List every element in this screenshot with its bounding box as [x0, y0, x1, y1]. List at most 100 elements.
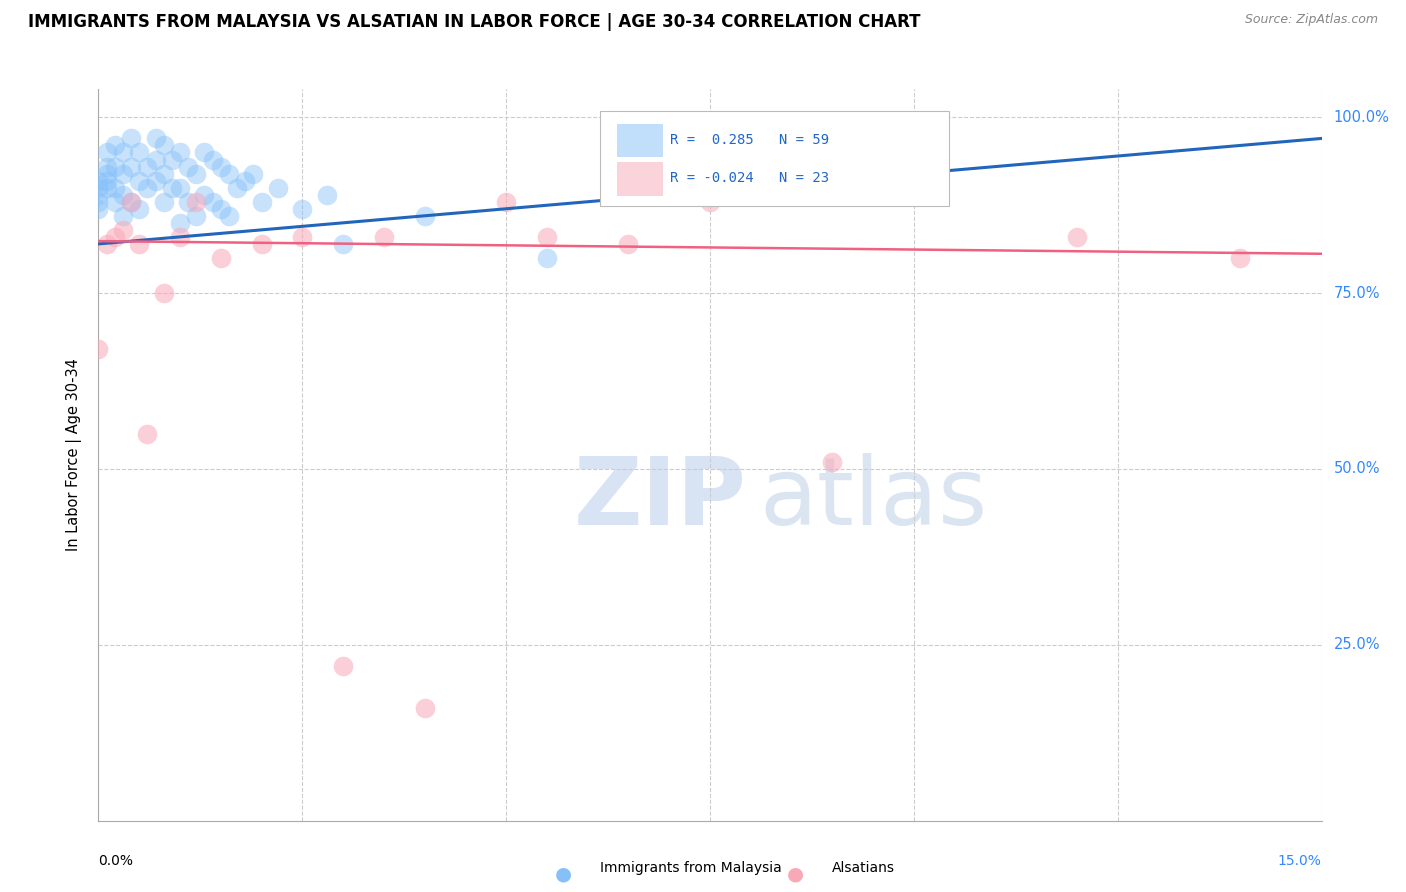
Point: [152, 167, 174, 181]
FancyBboxPatch shape: [617, 124, 662, 156]
Point: [177, 194, 200, 209]
Point: [104, 194, 127, 209]
Point: [332, 659, 354, 673]
Point: [120, 194, 142, 209]
Point: [152, 286, 174, 301]
Point: [136, 426, 159, 441]
Point: [267, 180, 290, 194]
Point: [169, 216, 191, 230]
Point: [136, 180, 159, 194]
Point: [1229, 251, 1251, 265]
Point: [87, 187, 110, 202]
Point: [226, 180, 249, 194]
Point: [120, 194, 142, 209]
Point: [104, 138, 127, 153]
Text: ZIP: ZIP: [574, 453, 747, 545]
Point: [152, 194, 174, 209]
Point: [145, 131, 167, 145]
Point: [250, 236, 273, 251]
Point: [104, 160, 127, 174]
Point: [186, 167, 208, 181]
Point: [120, 160, 142, 174]
Point: [218, 167, 240, 181]
Point: [169, 230, 191, 244]
Point: [111, 223, 134, 237]
Text: atlas: atlas: [759, 453, 987, 545]
Point: [128, 174, 150, 188]
Point: [111, 187, 134, 202]
Point: [87, 174, 110, 188]
Point: [218, 209, 240, 223]
Point: [96, 160, 118, 174]
Point: [193, 145, 215, 160]
Point: [160, 180, 183, 194]
Point: [145, 174, 167, 188]
Point: [128, 236, 150, 251]
Point: [209, 160, 232, 174]
Point: [242, 167, 264, 181]
FancyBboxPatch shape: [600, 112, 949, 206]
Point: [291, 230, 314, 244]
Point: [128, 202, 150, 216]
Point: [201, 194, 224, 209]
Point: [111, 167, 134, 181]
Point: [291, 202, 314, 216]
Point: [96, 145, 118, 160]
Point: [120, 131, 142, 145]
Text: 75.0%: 75.0%: [1334, 285, 1381, 301]
Point: [413, 209, 436, 223]
Text: Source: ZipAtlas.com: Source: ZipAtlas.com: [1244, 13, 1378, 27]
Point: [186, 209, 208, 223]
Point: [233, 174, 256, 188]
Text: R = -0.024   N = 23: R = -0.024 N = 23: [669, 171, 828, 186]
Point: [315, 187, 337, 202]
Point: [136, 160, 159, 174]
Text: 15.0%: 15.0%: [1278, 854, 1322, 868]
Point: [87, 194, 110, 209]
Point: [160, 153, 183, 167]
Point: [104, 180, 127, 194]
Point: [373, 230, 395, 244]
Point: [1066, 230, 1088, 244]
FancyBboxPatch shape: [617, 162, 662, 194]
Point: [209, 251, 232, 265]
Point: [128, 145, 150, 160]
Point: [332, 236, 354, 251]
Point: [145, 153, 167, 167]
Text: ●: ●: [787, 864, 804, 884]
Point: [169, 180, 191, 194]
Point: [821, 455, 844, 469]
Text: R =  0.285   N = 59: R = 0.285 N = 59: [669, 133, 828, 146]
Point: [104, 230, 127, 244]
Text: IMMIGRANTS FROM MALAYSIA VS ALSATIAN IN LABOR FORCE | AGE 30-34 CORRELATION CHAR: IMMIGRANTS FROM MALAYSIA VS ALSATIAN IN …: [28, 13, 921, 31]
Point: [536, 230, 558, 244]
Point: [617, 236, 640, 251]
Point: [201, 153, 224, 167]
Point: [536, 251, 558, 265]
Text: 50.0%: 50.0%: [1334, 461, 1381, 476]
Point: [87, 343, 110, 357]
Point: [186, 194, 208, 209]
Point: [96, 167, 118, 181]
Text: 25.0%: 25.0%: [1334, 637, 1381, 652]
Point: [193, 187, 215, 202]
Point: [96, 180, 118, 194]
Text: Immigrants from Malaysia: Immigrants from Malaysia: [600, 861, 782, 875]
Point: [87, 180, 110, 194]
Point: [699, 194, 721, 209]
Text: 0.0%: 0.0%: [98, 854, 134, 868]
Point: [209, 202, 232, 216]
Point: [96, 174, 118, 188]
Point: [413, 701, 436, 715]
Point: [250, 194, 273, 209]
Point: [111, 145, 134, 160]
Point: [495, 194, 517, 209]
Text: Alsatians: Alsatians: [832, 861, 896, 875]
Y-axis label: In Labor Force | Age 30-34: In Labor Force | Age 30-34: [66, 359, 83, 551]
Point: [96, 236, 118, 251]
Point: [177, 160, 200, 174]
Point: [169, 145, 191, 160]
Point: [87, 202, 110, 216]
Text: 100.0%: 100.0%: [1334, 110, 1389, 125]
Text: ●: ●: [555, 864, 572, 884]
